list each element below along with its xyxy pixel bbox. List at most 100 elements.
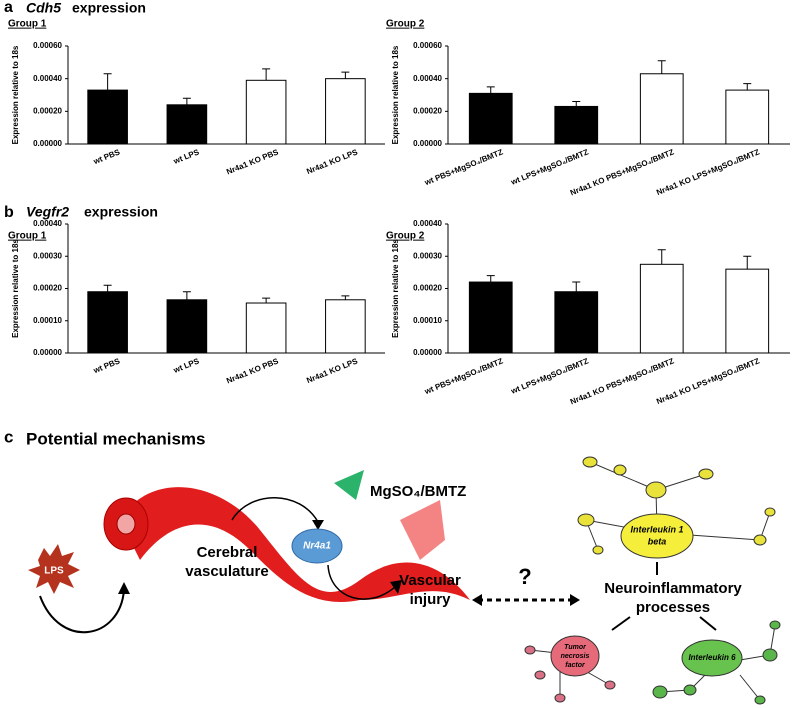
y-tick-label: 0.00020	[33, 284, 62, 293]
panel-title: expression	[84, 204, 158, 220]
y-tick-label: 0.00030	[33, 251, 62, 260]
arrowhead	[118, 582, 130, 594]
bar	[166, 299, 208, 354]
error-bar	[657, 249, 666, 265]
error-bar	[657, 60, 666, 74]
error-bar	[262, 68, 271, 81]
y-tick-label: 0.00060	[33, 41, 62, 50]
tnf-label: factor	[565, 662, 586, 669]
arrow	[699, 616, 717, 631]
bar	[325, 78, 366, 145]
neuro-label: Neuroinflammatory	[604, 580, 742, 597]
question-mark: ?	[518, 564, 531, 589]
x-tick-label: wt PBS	[91, 147, 121, 166]
bar	[325, 299, 366, 354]
x-tick-label: Nr4a1 KO LPS	[305, 356, 359, 385]
bar	[554, 105, 599, 145]
vessel-lumen	[116, 513, 136, 535]
x-tick-label: wt PBS+MgSO₄/BMTZ	[422, 147, 504, 187]
y-tick-label: 0.00020	[413, 284, 442, 293]
bar	[554, 291, 599, 354]
bar	[725, 89, 770, 145]
tnf-label: Tumor	[564, 644, 587, 651]
y-axis-label: Expression relative to 18s	[11, 45, 20, 144]
error-bar	[486, 275, 495, 283]
panel-title: Potential mechanisms	[26, 429, 206, 448]
bar	[166, 104, 208, 145]
y-tick-label: 0.00000	[413, 139, 442, 148]
tnf-label: necrosis	[561, 653, 590, 660]
error-bar	[341, 295, 350, 300]
diagram: LPS Cerebral vasculature MgSO₄/BMTZ Nr4a…	[28, 456, 781, 705]
arrowhead	[312, 520, 324, 530]
x-tick-label: wt LPS	[171, 356, 201, 375]
x-tick-label: wt LPS+MgSO₄/BMTZ	[509, 147, 590, 187]
arrow	[611, 616, 631, 631]
error-bar	[341, 71, 350, 79]
bar	[468, 92, 513, 145]
x-tick-label: wt PBS+MgSO₄/BMTZ	[422, 356, 504, 396]
vasculature-label: vasculature	[185, 563, 268, 580]
vessel-fragment	[400, 500, 445, 560]
bar	[87, 89, 128, 145]
arrow	[327, 564, 397, 600]
error-bar	[103, 284, 112, 292]
panel-letter: a	[4, 0, 13, 16]
panel-letter: b	[4, 204, 14, 221]
y-tick-label: 0.00010	[33, 316, 62, 325]
chart-subtitle: Group 2	[386, 19, 425, 30]
arrow	[39, 589, 125, 634]
y-tick-label: 0.00060	[413, 41, 442, 50]
x-tick-label: wt LPS+MgSO₄/BMTZ	[509, 356, 590, 396]
bar	[639, 73, 684, 145]
injury-label: Vascular	[399, 572, 461, 589]
bar	[725, 268, 770, 354]
nr4a1-node	[291, 528, 343, 564]
error-bar	[182, 97, 191, 105]
y-tick-label: 0.00020	[413, 106, 442, 115]
y-tick-label: 0.00000	[33, 348, 62, 357]
panel-letter: c	[4, 427, 13, 446]
y-tick-label: 0.00040	[413, 219, 442, 228]
neuro-label: processes	[636, 599, 710, 616]
x-tick-label: Nr4a1 KO LPS	[305, 147, 359, 176]
arrowhead	[472, 594, 482, 606]
error-bar	[572, 281, 581, 292]
y-tick-label: 0.00040	[33, 74, 62, 83]
error-bar	[572, 101, 581, 107]
y-axis-label: Expression relative to 18s	[391, 45, 400, 144]
error-bar	[262, 297, 271, 304]
y-tick-label: 0.00000	[413, 348, 442, 357]
il1-label: Interleukin 1	[630, 524, 683, 534]
arrowhead	[570, 594, 580, 606]
error-bar	[486, 86, 495, 94]
panel-gene: Vegfr2	[26, 204, 69, 220]
y-tick-label: 0.00030	[413, 251, 442, 260]
bar	[245, 79, 287, 145]
x-tick-label: wt LPS	[171, 147, 201, 166]
arrowhead	[390, 580, 402, 594]
chart-subtitle: Group 1	[8, 19, 47, 30]
y-tick-label: 0.00020	[33, 106, 62, 115]
drug-triangle	[334, 470, 364, 500]
x-tick-label: wt PBS	[91, 356, 121, 375]
bar	[87, 291, 128, 354]
y-tick-label: 0.00040	[33, 219, 62, 228]
lps-star	[28, 544, 80, 594]
drug-label: MgSO₄/BMTZ	[370, 483, 466, 500]
lps-label: LPS	[44, 566, 64, 577]
il6-label: Interleukin 6	[688, 653, 736, 662]
error-bar	[743, 255, 752, 270]
x-tick-label: Nr4a1 KO PBS	[225, 356, 280, 385]
arrow	[231, 497, 319, 523]
y-tick-label: 0.00040	[413, 74, 442, 83]
error-bar	[103, 73, 112, 91]
error-bar	[743, 83, 752, 91]
panel-title: expression	[72, 0, 146, 16]
il1-label: beta	[648, 536, 667, 546]
nr4a1-label: Nr4a1	[303, 541, 331, 552]
injury-label: injury	[410, 591, 451, 608]
y-tick-label: 0.00010	[413, 316, 442, 325]
error-bar	[182, 291, 191, 300]
